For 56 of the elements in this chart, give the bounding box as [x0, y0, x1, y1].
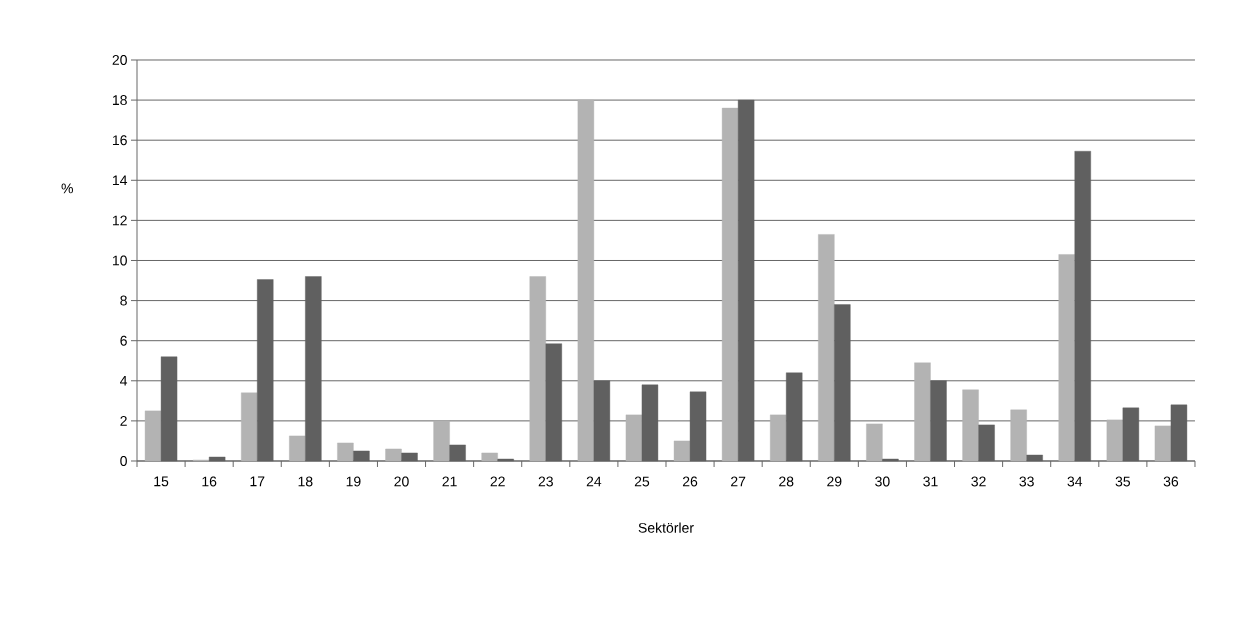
x-tick-label: 19 [346, 476, 361, 487]
bar [770, 414, 787, 462]
y-tick-label: 12 [112, 215, 127, 226]
y-tick-label: 0 [120, 456, 127, 466]
bar [385, 448, 402, 462]
y-tick-label: 8 [120, 295, 127, 306]
bar [289, 435, 306, 462]
bar [144, 410, 162, 462]
x-tick-label: 31 [923, 476, 938, 487]
y-tick-label: 10 [112, 255, 127, 266]
x-tick-label: 17 [250, 476, 265, 487]
bar [1058, 254, 1075, 462]
y-tick-label: 18 [112, 95, 127, 106]
bar [818, 234, 835, 462]
bar [1154, 425, 1172, 462]
x-tick-label: 16 [202, 476, 217, 487]
x-tick-label: 35 [1115, 476, 1131, 487]
y-tick-label: 4 [120, 375, 128, 386]
y-tick-label: 2 [120, 415, 127, 426]
bar [577, 99, 595, 462]
bar [1010, 409, 1027, 462]
bar [914, 362, 931, 462]
x-tick-label: 20 [394, 476, 409, 487]
bar [337, 442, 354, 462]
bar [481, 452, 498, 462]
x-tick-label: 30 [875, 476, 890, 487]
y-tick-label: 14 [112, 175, 128, 186]
bar [866, 423, 883, 462]
x-tick-label: 36 [1163, 476, 1179, 487]
x-tick-label: 26 [682, 476, 698, 487]
bar [962, 389, 979, 462]
x-tick-label: 15 [154, 476, 169, 487]
x-tick-label: 33 [1019, 476, 1034, 487]
bar [433, 420, 450, 462]
bar [1106, 419, 1124, 462]
y-axis-title: % [61, 183, 73, 194]
x-tick-label: 29 [827, 476, 842, 487]
x-tick-label: 34 [1067, 476, 1083, 487]
bar [721, 107, 739, 462]
x-axis-title: Sektörler [638, 522, 694, 533]
y-tick-label: 16 [112, 135, 127, 146]
x-tick-label: 28 [779, 476, 794, 487]
y-tick-label: 20 [112, 55, 127, 65]
x-tick-label: 32 [971, 476, 986, 487]
bar [625, 414, 643, 462]
y-tick-label: 6 [120, 335, 127, 346]
x-tick-label: 23 [538, 476, 553, 487]
bar [241, 392, 258, 462]
x-tick-label: 22 [490, 476, 505, 487]
x-tick-label: 24 [586, 476, 602, 487]
x-tick-label: 25 [634, 476, 650, 487]
x-tick-label: 21 [442, 476, 457, 487]
x-tick-label: 18 [298, 476, 313, 487]
bar [529, 276, 546, 462]
x-tick-label: 27 [731, 476, 746, 487]
bar [673, 440, 691, 462]
